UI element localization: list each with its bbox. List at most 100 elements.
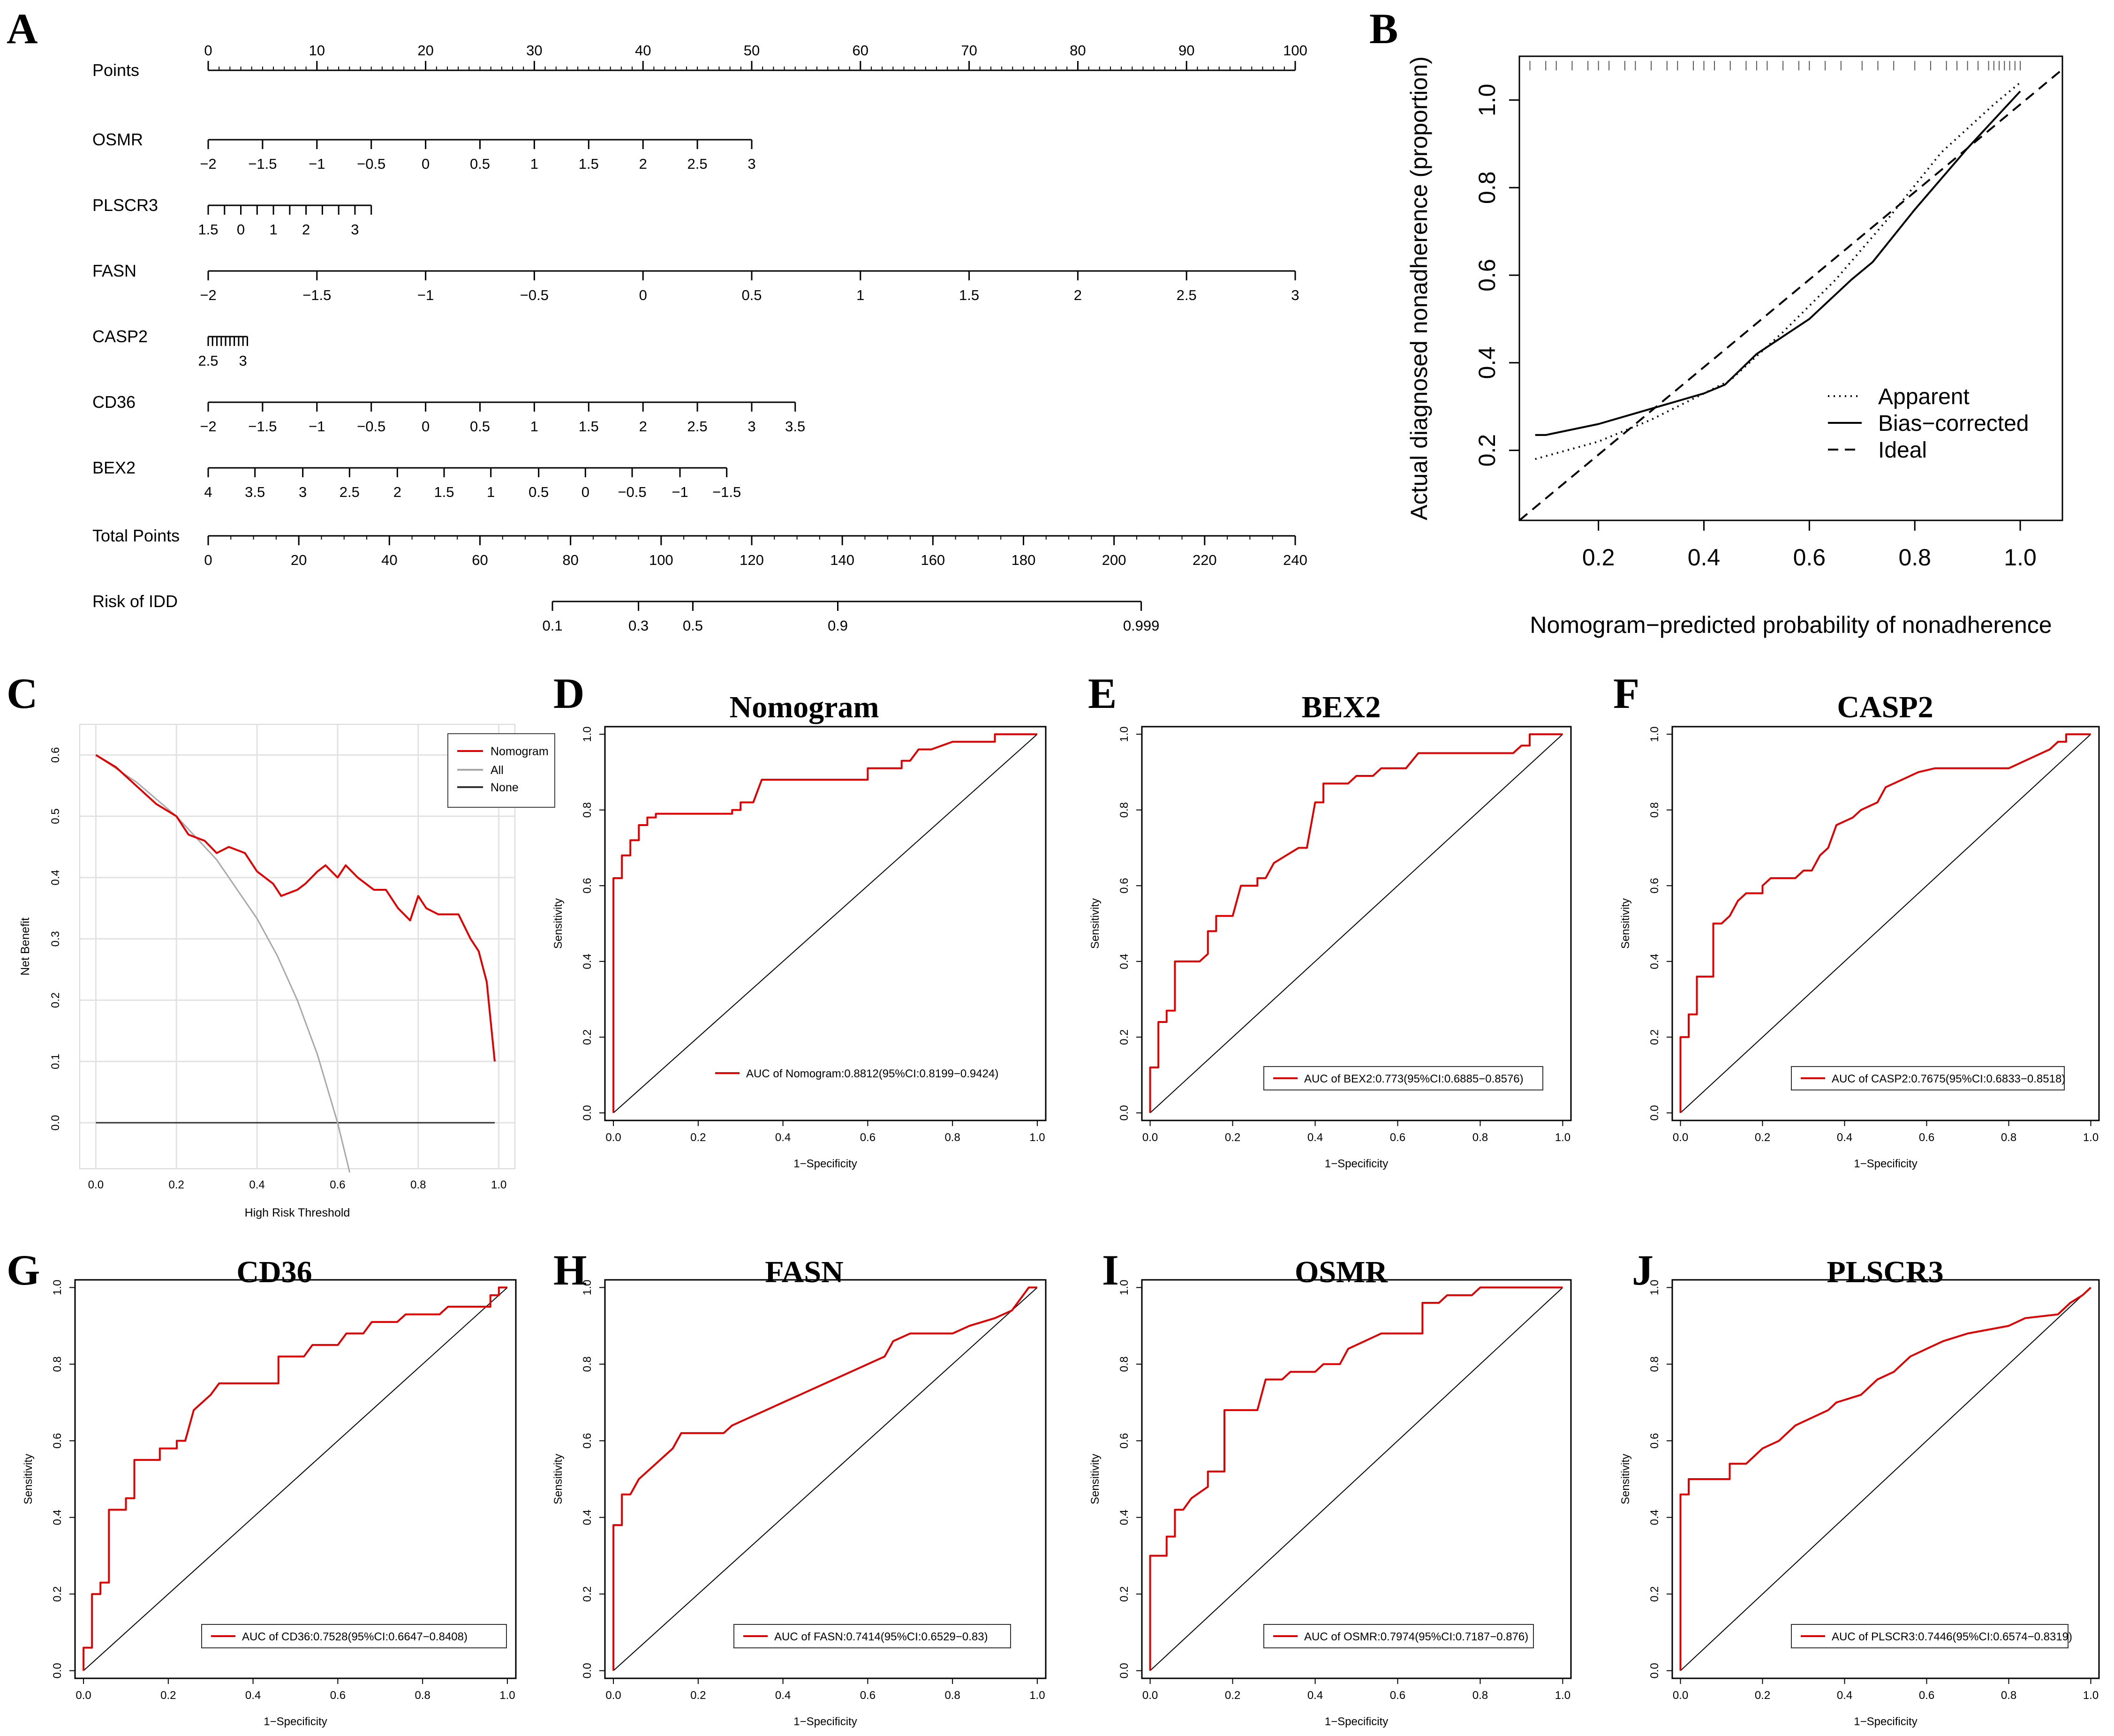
chart-title: CD36 xyxy=(236,1255,312,1289)
y-axis-label: Sensitivity xyxy=(1089,1454,1102,1504)
y-tick-label: 0.6 xyxy=(51,1433,64,1449)
x-tick-label: 1.0 xyxy=(2004,544,2037,571)
auc-legend-label: AUC of FASN:0.7414(95%CI:0.6529−0.83) xyxy=(774,1631,988,1643)
y-tick-label: 0.4 xyxy=(1648,1510,1661,1525)
y-tick-label: 0.0 xyxy=(581,1663,594,1678)
x-axis-label: 1−Specificity xyxy=(793,1157,857,1170)
nomogram-row-label: FASN xyxy=(92,261,136,280)
y-tick-label: 0.2 xyxy=(581,1030,594,1045)
net-benefit-line-nomogram xyxy=(95,754,496,1062)
nomogram-tick-label: 3 xyxy=(1291,287,1299,303)
nomogram-tick-label: −0.5 xyxy=(357,418,385,435)
legend-label: Apparent xyxy=(1878,384,1970,409)
y-tick-label: 0.8 xyxy=(1474,171,1500,204)
panel-g-roc-cd36: CD36 0.0 0.2 0.4 0.6 0.8 1.0 0.0 0.2 0.4 0.6 0.8 1.0… xyxy=(22,1255,517,1728)
x-axis-label: 1−Specificity xyxy=(1325,1715,1388,1728)
nomogram-tick-label: 40 xyxy=(635,42,651,59)
x-tick-label: 0.4 xyxy=(245,1689,261,1702)
x-tick-label: 1.0 xyxy=(491,1179,506,1191)
y-tick-label: 0.6 xyxy=(1118,1433,1131,1449)
auc-legend-box xyxy=(201,1624,507,1648)
nomogram-tick-label: −2 xyxy=(200,418,216,435)
nomogram-tick-label: 2.5 xyxy=(340,484,360,500)
nomogram-tick-label: 2 xyxy=(639,418,647,435)
legend-label: Bias−corrected xyxy=(1878,411,2029,436)
x-tick-label: 1.0 xyxy=(2083,1689,2099,1702)
nomogram-tick-label: 80 xyxy=(562,552,578,568)
y-axis-label: Actual diagnosed nonadherence (proportio… xyxy=(1406,56,1432,520)
y-tick-label: 0.6 xyxy=(1118,878,1131,894)
nomogram-tick-label: 180 xyxy=(1012,552,1036,568)
nomogram-tick-label: 1 xyxy=(269,221,277,238)
panel-label-i: I xyxy=(1102,1246,1119,1294)
y-tick-label: 0.6 xyxy=(1648,878,1661,894)
nomogram-tick-label: −2 xyxy=(200,287,216,303)
x-tick-label: 0.4 xyxy=(1688,544,1721,571)
x-tick-label: 0.4 xyxy=(775,1131,791,1144)
y-tick-label: 0.8 xyxy=(51,1356,64,1372)
panel-label-g: G xyxy=(7,1246,40,1294)
y-tick-label: 1.0 xyxy=(581,726,594,742)
panel-j-roc-plscr3: PLSCR3 0.0 0.2 0.4 0.6 0.8 1.0 0.0 0.2 0.4 0.6 0.8 1… xyxy=(1619,1255,2100,1728)
y-tick-label: 0.8 xyxy=(1118,1356,1131,1372)
x-tick-label: 0.6 xyxy=(330,1689,346,1702)
diagonal-reference-line xyxy=(1149,734,1563,1113)
y-tick-label: 0.4 xyxy=(1648,954,1661,969)
y-tick-label: 0.0 xyxy=(581,1105,594,1120)
y-tick-label: 1.0 xyxy=(1648,726,1661,742)
nomogram-tick-label: 60 xyxy=(472,552,488,568)
x-tick-label: 1.0 xyxy=(1555,1131,1570,1144)
x-tick-label: 0.4 xyxy=(249,1179,264,1191)
x-tick-label: 0.0 xyxy=(605,1689,621,1702)
nomogram-tick-label: −1 xyxy=(309,156,325,172)
nomogram-tick-label: 0 xyxy=(639,287,647,303)
x-tick-label: 0.6 xyxy=(1919,1689,1934,1702)
nomogram-tick-label: 1.5 xyxy=(959,287,979,303)
y-tick-label: 1.0 xyxy=(1118,1280,1131,1295)
nomogram-tick-label: 1 xyxy=(530,156,538,172)
y-tick-label: 0.4 xyxy=(1118,954,1131,969)
nomogram-row-label: Total Points xyxy=(92,526,180,545)
nomogram-tick-label: 70 xyxy=(961,42,977,59)
y-tick-label: 0.4 xyxy=(1118,1510,1131,1525)
x-tick-label: 0.2 xyxy=(1755,1131,1770,1144)
x-tick-label: 0.2 xyxy=(690,1131,706,1144)
y-tick-label: 0.6 xyxy=(1648,1433,1661,1449)
legend-label: None xyxy=(491,781,519,794)
nomogram-tick-label: 2.5 xyxy=(1177,287,1197,303)
roc-curve xyxy=(1149,1286,1563,1671)
y-tick-label: 0.6 xyxy=(581,1433,594,1449)
panel-label-a: A xyxy=(7,5,38,53)
auc-legend-label: AUC of CASP2:0.7675(95%CI:0.6833−0.8518) xyxy=(1832,1073,2065,1085)
nomogram-tick-label: 0 xyxy=(204,42,212,59)
x-axis-label: 1−Specificity xyxy=(1854,1715,1917,1728)
nomogram-tick-label: 0.3 xyxy=(628,617,649,634)
plot-frame xyxy=(79,724,515,1169)
y-tick-label: 0.4 xyxy=(51,1510,64,1525)
y-axis-label: Sensitivity xyxy=(552,1454,565,1504)
auc-legend-box xyxy=(1791,1066,2065,1090)
x-tick-label: 1.0 xyxy=(1029,1689,1045,1702)
nomogram-tick-label: 0.999 xyxy=(1123,617,1160,634)
y-tick-label: 0.1 xyxy=(49,1053,62,1069)
y-axis-label: Sensitivity xyxy=(1089,898,1102,949)
nomogram-row-label: Risk of IDD xyxy=(92,592,178,611)
x-tick-label: 0.6 xyxy=(860,1689,876,1702)
x-tick-label: 0.4 xyxy=(1837,1689,1852,1702)
nomogram-tick-label: 4 xyxy=(204,484,212,500)
x-tick-label: 0.8 xyxy=(410,1179,426,1191)
y-tick-label: 0.0 xyxy=(1118,1663,1131,1678)
x-tick-label: 1.0 xyxy=(1029,1131,1045,1144)
y-tick-label: 0.4 xyxy=(581,954,594,969)
y-tick-label: 0.3 xyxy=(49,931,62,947)
nomogram-tick-label: 0.9 xyxy=(828,617,848,634)
y-axis-label: Sensitivity xyxy=(22,1454,35,1504)
panel-label-f: F xyxy=(1613,669,1639,717)
x-tick-label: 0.0 xyxy=(1142,1131,1158,1144)
nomogram-tick-label: 2.5 xyxy=(687,418,708,435)
roc-curve xyxy=(83,1286,507,1671)
x-axis-label: Nomogram−predicted probability of nonadh… xyxy=(1530,612,2052,638)
nomogram-tick-label: −1 xyxy=(309,418,325,435)
y-tick-label: 0.4 xyxy=(581,1510,594,1525)
